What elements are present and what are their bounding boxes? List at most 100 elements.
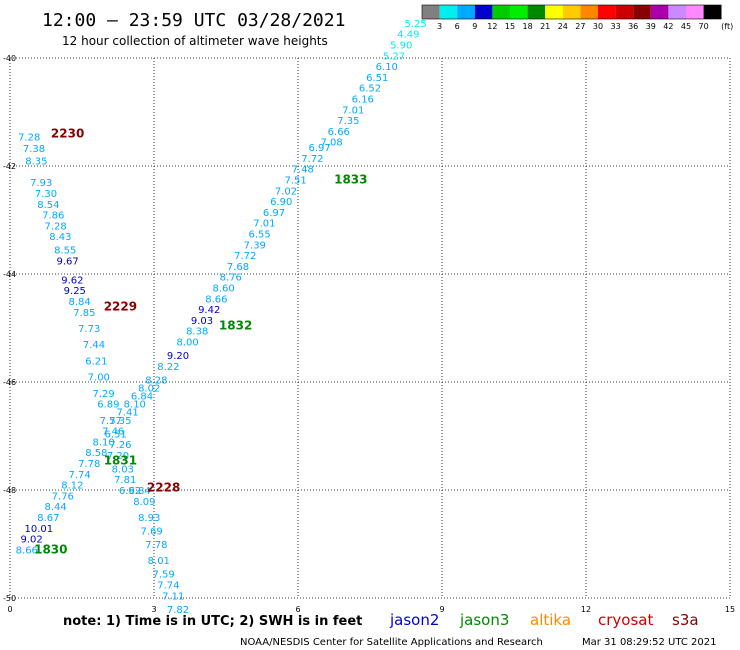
wave-height-value: 7.74 <box>68 470 90 481</box>
pass-time-label: 2230 <box>51 127 84 141</box>
colorbar-label: 27 <box>575 22 585 31</box>
wave-height-value: 10.01 <box>24 524 53 535</box>
colorbar-label: 3 <box>437 22 442 31</box>
wave-height-value: 6.90 <box>270 197 292 208</box>
wave-height-value: 7.38 <box>23 144 45 155</box>
colorbar-label: 21 <box>540 22 550 31</box>
wave-height-value: 4.49 <box>397 30 419 41</box>
wave-height-value: 6.51 <box>104 429 126 440</box>
wave-height-value: 7.29 <box>92 389 114 400</box>
wave-height-value: 7.35 <box>337 116 359 127</box>
wave-height-value: 7.68 <box>227 262 249 273</box>
chart-title: 12:00 – 23:59 UTC 03/28/2021 <box>42 10 345 31</box>
wave-height-value: 8.03 <box>112 464 134 475</box>
wave-height-value: 7.51 <box>284 176 306 187</box>
x-tick-label: 15 <box>725 605 735 614</box>
wave-height-value: 8.58 <box>85 448 107 459</box>
wave-height-value: 7.28 <box>18 132 40 143</box>
pass-time-label: 2228 <box>147 480 180 494</box>
wave-height-value: 8.01 <box>148 556 170 567</box>
wave-height-value: 7.01 <box>253 219 275 230</box>
colorbar-swatch <box>580 5 598 19</box>
wave-height-value: 6.97 <box>263 208 285 219</box>
colorbar-swatch <box>633 5 651 19</box>
wave-height-value: 8.66 <box>205 294 227 305</box>
colorbar-label: 9 <box>472 22 477 31</box>
colorbar-swatch <box>492 5 510 19</box>
pass-time-label: 1832 <box>219 318 252 332</box>
satellite-legend: jason2 jason3 altika cryosat s3a <box>389 611 699 629</box>
wave-height-value: 6.10 <box>376 62 398 73</box>
wave-height-value: 7.26 <box>109 440 131 451</box>
wave-height-value: 6.84 <box>128 486 150 497</box>
wave-height-value: 7.30 <box>35 189 57 200</box>
wave-height-value: 8.22 <box>157 362 179 373</box>
wave-height-value: 6.21 <box>85 356 107 367</box>
x-tick-label: 0 <box>7 605 12 614</box>
wave-height-value: 8.10 <box>92 437 114 448</box>
wave-height-value: 8.55 <box>54 246 76 257</box>
wave-height-value: 7.86 <box>42 211 64 222</box>
wave-height-value: 9.03 <box>191 316 213 327</box>
y-tick-label: -44 <box>3 270 16 279</box>
colorbar-label: 15 <box>505 22 515 31</box>
wave-height-value: 8.67 <box>37 513 59 524</box>
wave-height-value: 7.74 <box>157 581 179 592</box>
y-tick-label: -42 <box>3 162 16 171</box>
colorbar-label: 24 <box>558 22 568 31</box>
wave-height-value: 7.59 <box>152 570 174 581</box>
wave-height-value: 7.39 <box>244 240 266 251</box>
colorbar-label: 6 <box>455 22 460 31</box>
colorbar-swatch <box>562 5 581 19</box>
wave-height-value: 8.35 <box>25 157 47 168</box>
satellite-legend-entry: jason3 <box>459 611 509 629</box>
satellite-legend-entry: jason2 <box>389 611 439 629</box>
wave-height-value: 7.02 <box>275 186 297 197</box>
wave-height-value: 7.44 <box>83 340 105 351</box>
x-tick-label: 9 <box>439 605 444 614</box>
footer-timestamp: Mar 31 08:29:52 UTC 2021 <box>582 637 717 648</box>
wave-height-value: 6.66 <box>328 127 350 138</box>
wave-height-value: 8.43 <box>49 232 71 243</box>
chart-subtitle: 12 hour collection of altimeter wave hei… <box>62 34 328 48</box>
wave-height-value: 7.41 <box>116 408 138 419</box>
wave-height-value: 8.02 <box>138 383 160 394</box>
x-tick-label: 6 <box>295 605 300 614</box>
wave-height-value: 9.25 <box>64 286 86 297</box>
wave-height-value: 6.89 <box>97 400 119 411</box>
wave-height-value: 9.62 <box>61 275 83 286</box>
pass-time-label: 1831 <box>104 453 137 467</box>
colorbar-label: 70 <box>699 22 709 31</box>
plot-frame <box>9 57 731 599</box>
wave-height-value: 7.78 <box>145 540 167 551</box>
y-tick-label: -40 <box>3 54 16 63</box>
colorbar-swatch <box>615 5 634 19</box>
colorbar-label: 12 <box>487 22 497 31</box>
wave-height-value: 7.57 <box>100 416 122 427</box>
colorbar-label: 39 <box>646 22 656 31</box>
units-note: note: 1) Time is in UTC; 2) SWH is in fe… <box>63 614 362 629</box>
wave-height-value: 7.78 <box>78 459 100 470</box>
colorbar-swatch <box>545 5 563 19</box>
colorbar-swatch <box>527 5 546 19</box>
wave-height-value: 7.76 <box>52 491 74 502</box>
x-tick-label: 3 <box>151 605 156 614</box>
wave-height-value: 8.54 <box>37 200 59 211</box>
colorbar-label: 33 <box>611 22 621 31</box>
wave-height-value: 6.16 <box>352 95 374 106</box>
y-tick-label: -48 <box>3 486 16 495</box>
wave-height-value: 7.46 <box>102 427 124 438</box>
colorbar-label: 42 <box>663 22 673 31</box>
wave-height-value: 8.84 <box>68 297 90 308</box>
colorbar-label: 18 <box>523 22 533 31</box>
wave-height-value: 6.51 <box>366 73 388 84</box>
colorbar-swatch <box>650 5 669 19</box>
chart-grid <box>9 57 731 599</box>
colorbar-swatch <box>686 5 704 19</box>
wave-height-value: 7.28 <box>44 221 66 232</box>
wave-height-value: 8.38 <box>186 327 208 338</box>
wave-height-value: 6.84 <box>131 392 153 403</box>
wave-height-value: 7.72 <box>234 251 256 262</box>
colorbar-unit: (ft) <box>721 22 733 31</box>
